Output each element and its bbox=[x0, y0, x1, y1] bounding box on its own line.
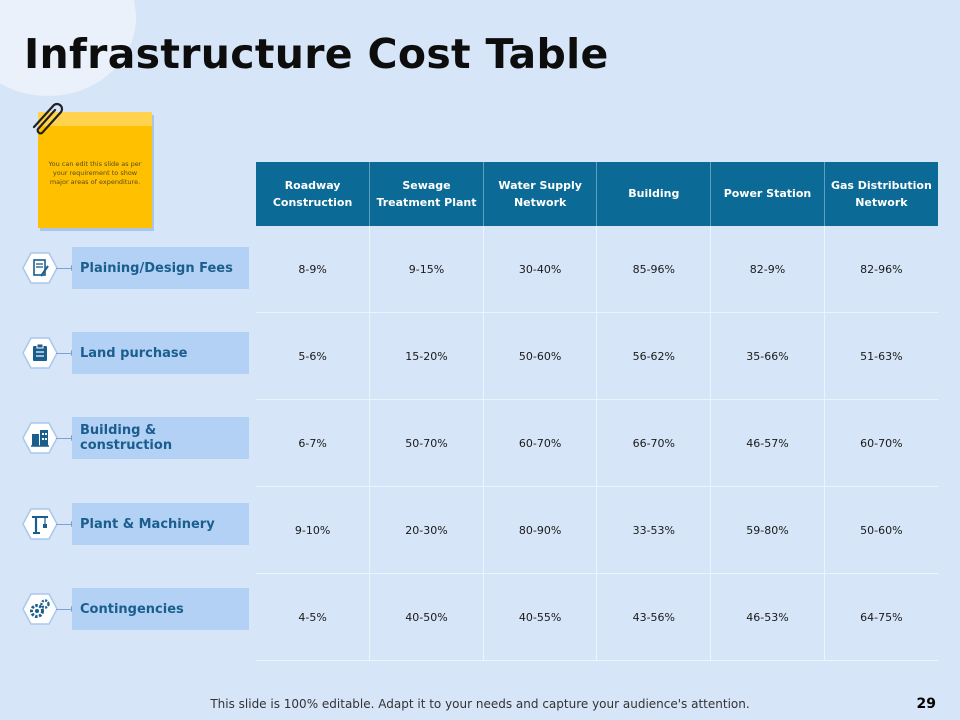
table-cell: 40-50% bbox=[369, 573, 484, 661]
table-cell: 4-5% bbox=[256, 573, 371, 661]
row-label-text: Building & construction bbox=[72, 417, 249, 459]
cost-table: Roadway Construction Sewage Treatment Pl… bbox=[256, 162, 938, 661]
table-cell: 40-55% bbox=[483, 573, 598, 661]
sticky-note-band bbox=[38, 112, 152, 126]
table-cell: 9-15% bbox=[369, 226, 484, 313]
table-row: 8-9% 9-15% 30-40% 85-96% 82-9% 82-96% bbox=[256, 226, 938, 313]
gears-icon bbox=[22, 593, 58, 625]
document-edit-icon bbox=[22, 252, 58, 284]
column-header: Power Station bbox=[710, 162, 825, 226]
table-cell: 5-6% bbox=[256, 312, 371, 400]
column-header: Gas Distribution Network bbox=[824, 162, 938, 226]
page-title: Infrastructure Cost Table bbox=[24, 30, 609, 78]
table-cell: 20-30% bbox=[369, 486, 484, 574]
table-cell: 6-7% bbox=[256, 399, 371, 487]
row-label-contingencies: Contingencies bbox=[22, 588, 250, 630]
table-cell: 8-9% bbox=[256, 226, 371, 313]
table-cell: 56-62% bbox=[596, 312, 712, 400]
table-cell: 82-96% bbox=[824, 226, 938, 313]
table-cell: 33-53% bbox=[596, 486, 712, 574]
row-label-text: Plant & Machinery bbox=[72, 503, 249, 545]
row-label-text: Land purchase bbox=[72, 332, 249, 374]
table-cell: 51-63% bbox=[824, 312, 938, 400]
table-row: 4-5% 40-50% 40-55% 43-56% 46-53% 64-75% bbox=[256, 573, 938, 661]
paperclip-icon bbox=[32, 102, 64, 135]
table-cell: 82-9% bbox=[710, 226, 825, 313]
table-row: 9-10% 20-30% 80-90% 33-53% 59-80% 50-60% bbox=[256, 486, 938, 574]
table-cell: 85-96% bbox=[596, 226, 712, 313]
table-row: 6-7% 50-70% 60-70% 66-70% 46-57% 60-70% bbox=[256, 399, 938, 487]
table-cell: 64-75% bbox=[824, 573, 938, 661]
table-cell: 50-60% bbox=[824, 486, 938, 574]
column-header: Water Supply Network bbox=[483, 162, 598, 226]
row-label-plant-machinery: Plant & Machinery bbox=[22, 503, 250, 545]
row-label-land-purchase: Land purchase bbox=[22, 332, 250, 374]
table-cell: 15-20% bbox=[369, 312, 484, 400]
table-cell: 43-56% bbox=[596, 573, 712, 661]
table-cell: 46-57% bbox=[710, 399, 825, 487]
page-number: 29 bbox=[916, 696, 936, 712]
table-cell: 50-60% bbox=[483, 312, 598, 400]
table-cell: 46-53% bbox=[710, 573, 825, 661]
table-header-row: Roadway Construction Sewage Treatment Pl… bbox=[256, 162, 938, 226]
sticky-note-text: You can edit this slide as per your requ… bbox=[48, 160, 142, 186]
row-label-text: Contingencies bbox=[72, 588, 249, 630]
table-cell: 35-66% bbox=[710, 312, 825, 400]
column-header: Roadway Construction bbox=[256, 162, 371, 226]
row-label-planning-fees: Plaining/Design Fees bbox=[22, 247, 250, 289]
table-cell: 80-90% bbox=[483, 486, 598, 574]
column-header: Building bbox=[596, 162, 712, 226]
table-cell: 9-10% bbox=[256, 486, 371, 574]
column-header: Sewage Treatment Plant bbox=[369, 162, 484, 226]
crane-icon bbox=[22, 508, 58, 540]
row-label-text: Plaining/Design Fees bbox=[72, 247, 249, 289]
table-cell: 60-70% bbox=[824, 399, 938, 487]
sticky-note: You can edit this slide as per your requ… bbox=[38, 112, 152, 228]
table-cell: 66-70% bbox=[596, 399, 712, 487]
table-row: 5-6% 15-20% 50-60% 56-62% 35-66% 51-63% bbox=[256, 312, 938, 400]
footer-text: This slide is 100% editable. Adapt it to… bbox=[210, 697, 750, 711]
table-cell: 30-40% bbox=[483, 226, 598, 313]
clipboard-icon bbox=[22, 337, 58, 369]
building-icon bbox=[22, 422, 58, 454]
table-cell: 60-70% bbox=[483, 399, 598, 487]
table-cell: 50-70% bbox=[369, 399, 484, 487]
table-cell: 59-80% bbox=[710, 486, 825, 574]
row-label-building-construction: Building & construction bbox=[22, 417, 250, 459]
